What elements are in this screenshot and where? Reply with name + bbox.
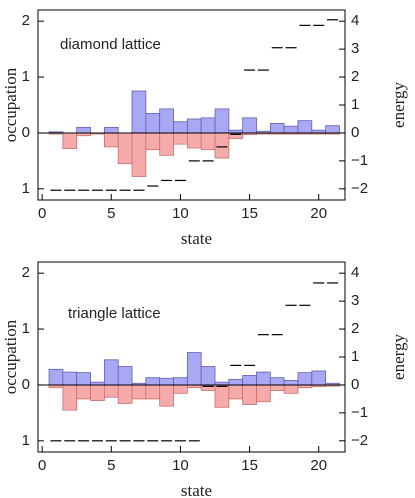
x-tick-label: 10 <box>172 205 189 222</box>
x-tick-label: 15 <box>241 205 258 222</box>
y-tick-label: 1 <box>22 320 30 337</box>
bar <box>186 118 202 134</box>
bar <box>48 368 64 386</box>
y2-tick-label: 2 <box>351 320 359 337</box>
bar <box>117 132 133 165</box>
bar <box>269 384 285 391</box>
bar <box>200 366 216 386</box>
bar <box>145 132 161 151</box>
bar <box>173 384 188 394</box>
bar <box>103 359 119 386</box>
bar <box>173 132 188 145</box>
x-tick-label: 5 <box>107 457 115 474</box>
x-tick-label: 20 <box>310 457 327 474</box>
annotation: diamond lattice <box>60 36 161 53</box>
y-tick-label: 1 <box>22 432 30 449</box>
x-axis-label: state <box>181 229 212 248</box>
bar <box>269 123 285 134</box>
x-tick-label: 5 <box>107 205 115 222</box>
y2-axis-label: energy <box>389 334 408 380</box>
bar <box>62 132 78 149</box>
bar <box>214 384 230 408</box>
bar <box>103 132 119 148</box>
bar <box>214 132 230 159</box>
bar <box>145 377 161 386</box>
bar <box>159 108 174 134</box>
x-tick-label: 0 <box>38 457 46 474</box>
y-tick-label: 2 <box>22 264 30 281</box>
y2-tick-label: −2 <box>351 180 368 197</box>
y2-tick-label: 1 <box>351 348 359 365</box>
x-tick-label: 0 <box>38 205 46 222</box>
x-tick-label: 20 <box>310 205 327 222</box>
bar <box>186 352 202 386</box>
y2-tick-label: −1 <box>351 404 368 421</box>
x-tick-label: 15 <box>241 457 258 474</box>
y-axis-label: occupation <box>1 67 20 142</box>
y2-tick-label: 0 <box>351 376 359 393</box>
bar <box>325 125 340 134</box>
bar <box>228 384 244 400</box>
bar <box>131 384 147 400</box>
bar <box>145 112 161 134</box>
bar <box>159 377 174 386</box>
y2-tick-label: 4 <box>351 12 359 29</box>
x-tick-label: 10 <box>172 457 189 474</box>
bar <box>214 108 230 134</box>
y2-axis-label: energy <box>389 82 408 128</box>
bar <box>186 132 202 149</box>
y2-tick-label: 4 <box>351 264 359 281</box>
bar <box>173 121 188 134</box>
bar <box>159 384 174 407</box>
bar <box>200 132 216 151</box>
x-axis-label: state <box>181 481 212 498</box>
y2-tick-label: 1 <box>351 96 359 113</box>
bar <box>76 384 91 400</box>
bar <box>145 384 161 400</box>
y2-tick-label: 3 <box>351 40 359 57</box>
bar <box>90 384 105 401</box>
bar <box>269 377 285 386</box>
bar <box>117 384 133 404</box>
bar <box>256 371 271 386</box>
bar <box>62 371 78 386</box>
annotation: triangle lattice <box>68 305 161 322</box>
y2-tick-label: −1 <box>351 152 368 169</box>
bar <box>131 132 147 177</box>
bar <box>76 126 91 134</box>
bar <box>283 125 299 134</box>
y-tick-label: 1 <box>22 68 30 85</box>
bar <box>256 384 271 403</box>
y-tick-label: 2 <box>22 12 30 29</box>
bar <box>131 90 147 134</box>
bar <box>297 120 313 134</box>
y2-tick-label: 2 <box>351 68 359 85</box>
y-tick-label: 0 <box>22 124 30 141</box>
bar <box>242 375 257 386</box>
bar <box>297 372 313 386</box>
bar <box>311 370 327 386</box>
bar <box>242 117 257 134</box>
y2-tick-label: 0 <box>351 124 359 141</box>
y-tick-label: 1 <box>22 180 30 197</box>
bar <box>76 372 91 386</box>
y2-tick-label: 3 <box>351 292 359 309</box>
bar <box>283 384 299 394</box>
y2-tick-label: −2 <box>351 432 368 449</box>
bar <box>117 366 133 386</box>
bar <box>283 380 299 386</box>
bar <box>242 384 257 405</box>
bar <box>103 126 119 134</box>
bar <box>173 377 188 386</box>
bar <box>103 384 119 398</box>
bar <box>200 117 216 134</box>
bar <box>228 378 244 386</box>
bar <box>159 132 174 156</box>
bar <box>62 384 78 411</box>
y-tick-label: 0 <box>22 376 30 393</box>
y-axis-label: occupation <box>1 319 20 394</box>
